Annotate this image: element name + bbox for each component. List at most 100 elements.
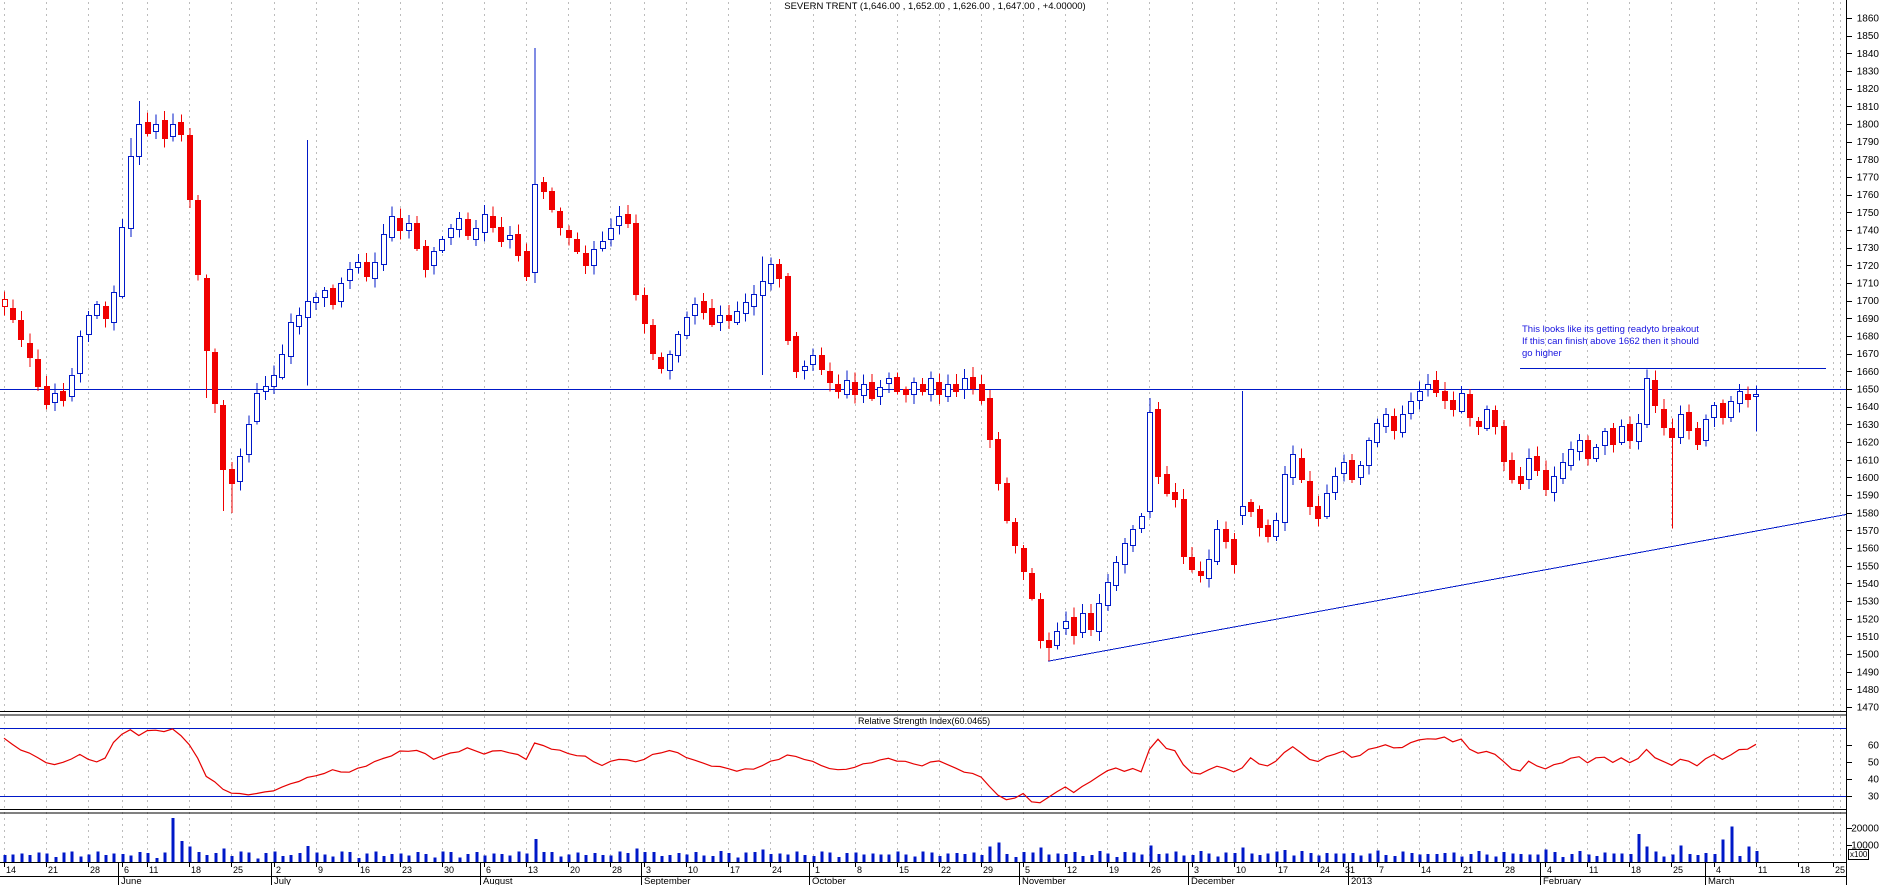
- volume-bar: [1578, 851, 1582, 862]
- volume-bar: [786, 854, 790, 862]
- candle-body: [288, 322, 294, 357]
- candle-body: [928, 378, 934, 395]
- candle-body: [86, 315, 92, 335]
- candle-body: [44, 386, 50, 405]
- volume-bar: [1123, 852, 1127, 862]
- volume-bar: [1721, 839, 1725, 862]
- volume-bar: [542, 851, 546, 862]
- volume-bar: [854, 852, 858, 862]
- candle-body: [1501, 426, 1507, 462]
- volume-bar: [1401, 851, 1405, 862]
- candle-body: [1012, 522, 1018, 546]
- candle-body: [861, 384, 867, 396]
- volume-bar: [1384, 854, 1388, 862]
- candle-body: [979, 384, 985, 401]
- trendline[interactable]: [1047, 514, 1847, 662]
- date-label: 8: [857, 865, 862, 875]
- candle-body: [355, 262, 361, 268]
- volume-bar: [37, 852, 41, 862]
- volume-bar: [1645, 846, 1649, 862]
- volume-bar: [1241, 847, 1245, 862]
- volume-bar: [1654, 851, 1658, 862]
- volume-bar: [239, 851, 243, 862]
- candle-body: [1720, 403, 1726, 418]
- volume-bar: [1502, 851, 1506, 862]
- volume-bar: [1426, 853, 1430, 862]
- candle-body: [1476, 421, 1482, 427]
- volume-bar: [1368, 853, 1372, 862]
- rsi-axis-label: 40: [1868, 775, 1880, 786]
- candle-body: [1526, 458, 1532, 480]
- candle-body: [995, 439, 1001, 484]
- volume-bar: [96, 851, 100, 862]
- candle-body: [1366, 440, 1372, 466]
- annotation-note[interactable]: This looks like its getting readyto brea…: [1522, 324, 1699, 360]
- candle-body: [1627, 424, 1633, 441]
- volume-bar: [483, 855, 487, 862]
- volume-bar: [1418, 854, 1422, 862]
- candle-body: [279, 354, 285, 378]
- candle-body: [1155, 409, 1161, 477]
- volume-bar: [28, 854, 32, 862]
- volume-bar: [1207, 853, 1211, 862]
- candle-body: [1534, 456, 1540, 471]
- volume-bar: [702, 855, 706, 862]
- date-label: 18: [191, 865, 201, 875]
- volume-bar: [609, 855, 613, 862]
- candle-body: [1273, 520, 1279, 537]
- volume-axis-label: 20000: [1851, 824, 1879, 835]
- candle-body: [549, 191, 555, 210]
- candle-body: [835, 384, 841, 392]
- volume-bar: [744, 852, 748, 862]
- date-label: 4: [1716, 865, 1721, 875]
- candle-body: [18, 320, 24, 340]
- candle-body: [305, 301, 311, 318]
- candle-body: [431, 251, 437, 266]
- volume-bar: [694, 852, 698, 862]
- candle-body: [1096, 603, 1102, 632]
- candle-body: [254, 393, 260, 422]
- candle-body: [743, 302, 749, 314]
- date-label: 5: [1025, 865, 1030, 875]
- volume-bar: [1106, 853, 1110, 862]
- candle-body: [1290, 454, 1296, 478]
- volume-bar: [256, 858, 260, 862]
- volume-bar: [1410, 853, 1414, 862]
- volume-bar: [188, 846, 192, 862]
- candle-body: [1181, 499, 1187, 557]
- date-label: 24: [772, 865, 782, 875]
- volume-bar: [1351, 852, 1355, 862]
- date-label: 17: [1278, 865, 1288, 875]
- date-label: 10: [688, 865, 698, 875]
- candle-body: [465, 219, 471, 236]
- month-label: September: [644, 876, 690, 885]
- price-series[interactable]: [2, 48, 1759, 662]
- candle-body: [886, 378, 892, 384]
- price-axis-label: 1730: [1857, 243, 1880, 254]
- volume-bar: [837, 856, 841, 862]
- candle-body: [1349, 460, 1355, 480]
- candle-body: [793, 336, 799, 372]
- volume-bar: [197, 852, 201, 862]
- candle-body: [27, 343, 33, 358]
- volume-bar: [298, 852, 302, 862]
- date-label: 2: [276, 865, 281, 875]
- price-axis-label: 1590: [1857, 491, 1880, 502]
- candle-body: [1610, 428, 1616, 445]
- candle-body: [684, 317, 690, 336]
- candle-body: [94, 304, 100, 316]
- volume-bar: [1393, 855, 1397, 862]
- rsi-line: [3, 728, 1757, 804]
- volume-bar: [54, 857, 58, 862]
- candle-body: [903, 389, 909, 395]
- candle-body: [1223, 529, 1229, 542]
- volume-bar: [1536, 854, 1540, 862]
- candle-body: [1518, 476, 1524, 484]
- date-label: 15: [899, 865, 909, 875]
- volume-bar: [163, 852, 167, 862]
- candle-body: [187, 135, 193, 200]
- volume-bar: [138, 851, 142, 862]
- candle-body: [1442, 391, 1448, 401]
